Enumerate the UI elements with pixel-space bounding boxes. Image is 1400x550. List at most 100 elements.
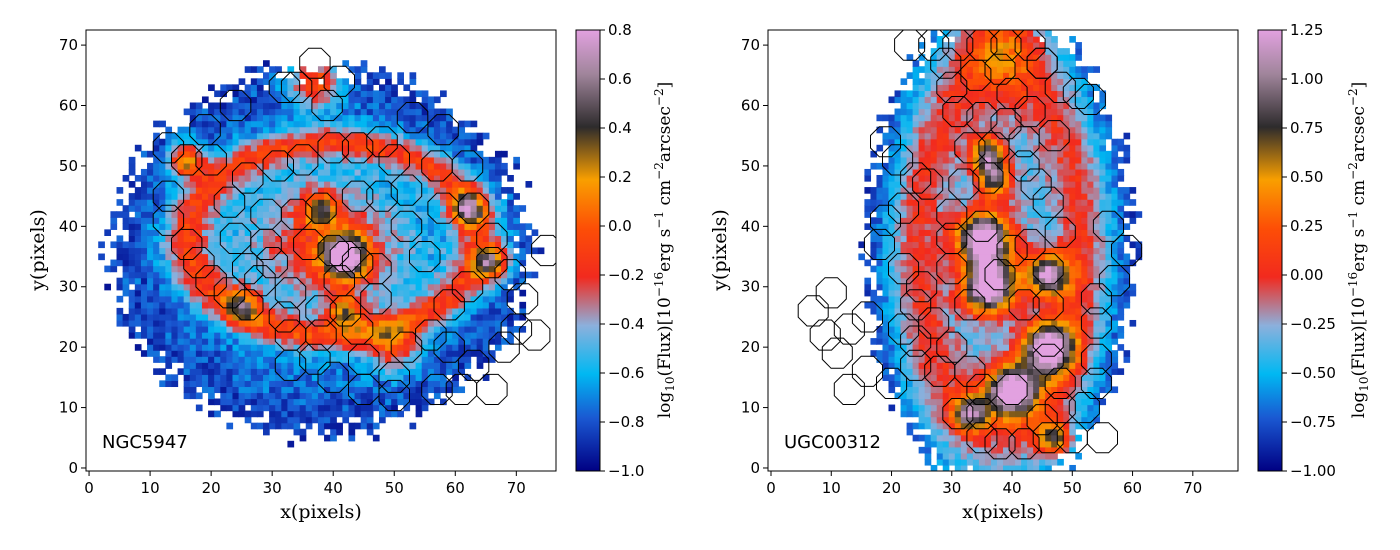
heat-cell <box>930 120 938 128</box>
heat-cell <box>104 283 112 291</box>
heat-cell <box>183 283 191 291</box>
heat-cell <box>348 126 356 134</box>
heat-cell <box>996 162 1004 170</box>
heat-cell <box>1009 132 1016 140</box>
heat-cell <box>427 253 435 261</box>
heat-cell <box>948 428 956 436</box>
heat-cell <box>275 350 282 357</box>
heat-cell <box>1021 78 1028 85</box>
heat-cell <box>378 259 386 267</box>
x-tick-label: 50 <box>385 479 404 497</box>
heat-cell <box>464 144 472 152</box>
heat-cell <box>984 144 992 152</box>
heat-cell <box>336 120 343 128</box>
heat-cell <box>195 235 203 243</box>
heat-cell <box>269 181 276 188</box>
heat-cell <box>440 211 447 218</box>
heat-cell <box>354 144 362 152</box>
heat-cell <box>195 229 203 236</box>
heat-cell <box>275 235 282 243</box>
heat-cell <box>226 386 234 394</box>
heat-cell <box>208 319 215 327</box>
heat-cell <box>972 428 980 436</box>
heat-cell <box>960 374 968 381</box>
heat-cell <box>275 271 282 279</box>
heat-cell <box>348 283 356 291</box>
heat-cell <box>122 247 130 255</box>
heat-cell <box>996 229 1004 236</box>
heat-cell <box>128 168 136 176</box>
heat-cell <box>403 96 411 104</box>
heat-cell <box>372 102 380 110</box>
heat-cell <box>403 174 411 182</box>
heat-cell <box>433 295 441 303</box>
heat-cell <box>894 211 902 218</box>
heat-cell <box>476 344 484 351</box>
heat-cell <box>433 259 441 267</box>
heat-cell <box>171 313 179 321</box>
heat-cell <box>201 350 209 357</box>
heat-cell <box>250 283 258 291</box>
heat-cell <box>421 114 429 122</box>
heat-cell <box>427 362 435 369</box>
heat-cell <box>275 277 282 285</box>
heat-cell <box>924 199 932 206</box>
heat-cell <box>1021 247 1028 255</box>
heat-cell <box>372 217 380 224</box>
heat-cell <box>888 326 896 333</box>
heat-cell <box>464 168 472 176</box>
heat-cell <box>1009 380 1016 388</box>
heat-cell <box>458 174 466 182</box>
heat-cell <box>128 326 136 333</box>
heat-cell <box>244 162 252 170</box>
heat-cell <box>433 205 441 212</box>
heat-cell <box>287 126 295 134</box>
heat-cell <box>287 217 295 224</box>
heat-cell <box>250 386 258 394</box>
heat-cell <box>275 356 282 363</box>
heat-cell <box>366 162 374 170</box>
heat-cell <box>972 392 980 400</box>
heat-cell <box>452 174 459 182</box>
heat-cell <box>446 259 453 267</box>
heat-cell <box>906 404 914 412</box>
heat-cell <box>214 187 221 194</box>
heat-cell <box>494 150 502 158</box>
heat-cell <box>232 295 240 303</box>
heat-cell <box>978 319 986 327</box>
heat-cell <box>311 386 319 394</box>
heat-cell <box>948 102 956 110</box>
heat-cell <box>415 199 423 206</box>
heat-cell <box>427 307 435 315</box>
heat-cell <box>1015 253 1022 261</box>
heat-cell <box>433 138 441 146</box>
heat-cell <box>948 138 956 146</box>
heat-cell <box>870 235 878 243</box>
heat-cell <box>317 380 325 388</box>
heat-cell <box>1009 205 1016 212</box>
heat-cell <box>488 301 496 309</box>
heat-cell <box>378 223 386 230</box>
heat-cell <box>183 386 191 394</box>
heat-cell <box>464 120 472 128</box>
heat-cell <box>305 271 313 279</box>
heat-cell <box>894 332 902 339</box>
heat-cell <box>930 386 938 394</box>
heat-cell <box>1003 301 1010 309</box>
heat-cell <box>942 229 950 236</box>
heat-cell <box>978 36 986 43</box>
heat-cell <box>1021 434 1028 442</box>
heat-cell <box>1015 368 1022 375</box>
heat-cell <box>153 138 160 146</box>
heat-cell <box>507 205 514 212</box>
heat-cell <box>948 247 956 255</box>
heat-cell <box>263 162 270 170</box>
heat-cell <box>894 380 902 388</box>
heat-cell <box>140 199 148 206</box>
heat-cell <box>433 368 441 375</box>
heat-cell <box>930 295 938 303</box>
heat-cell <box>876 307 884 315</box>
heat-cell <box>858 253 866 261</box>
heat-cell <box>397 319 404 327</box>
heat-cell <box>900 338 908 345</box>
